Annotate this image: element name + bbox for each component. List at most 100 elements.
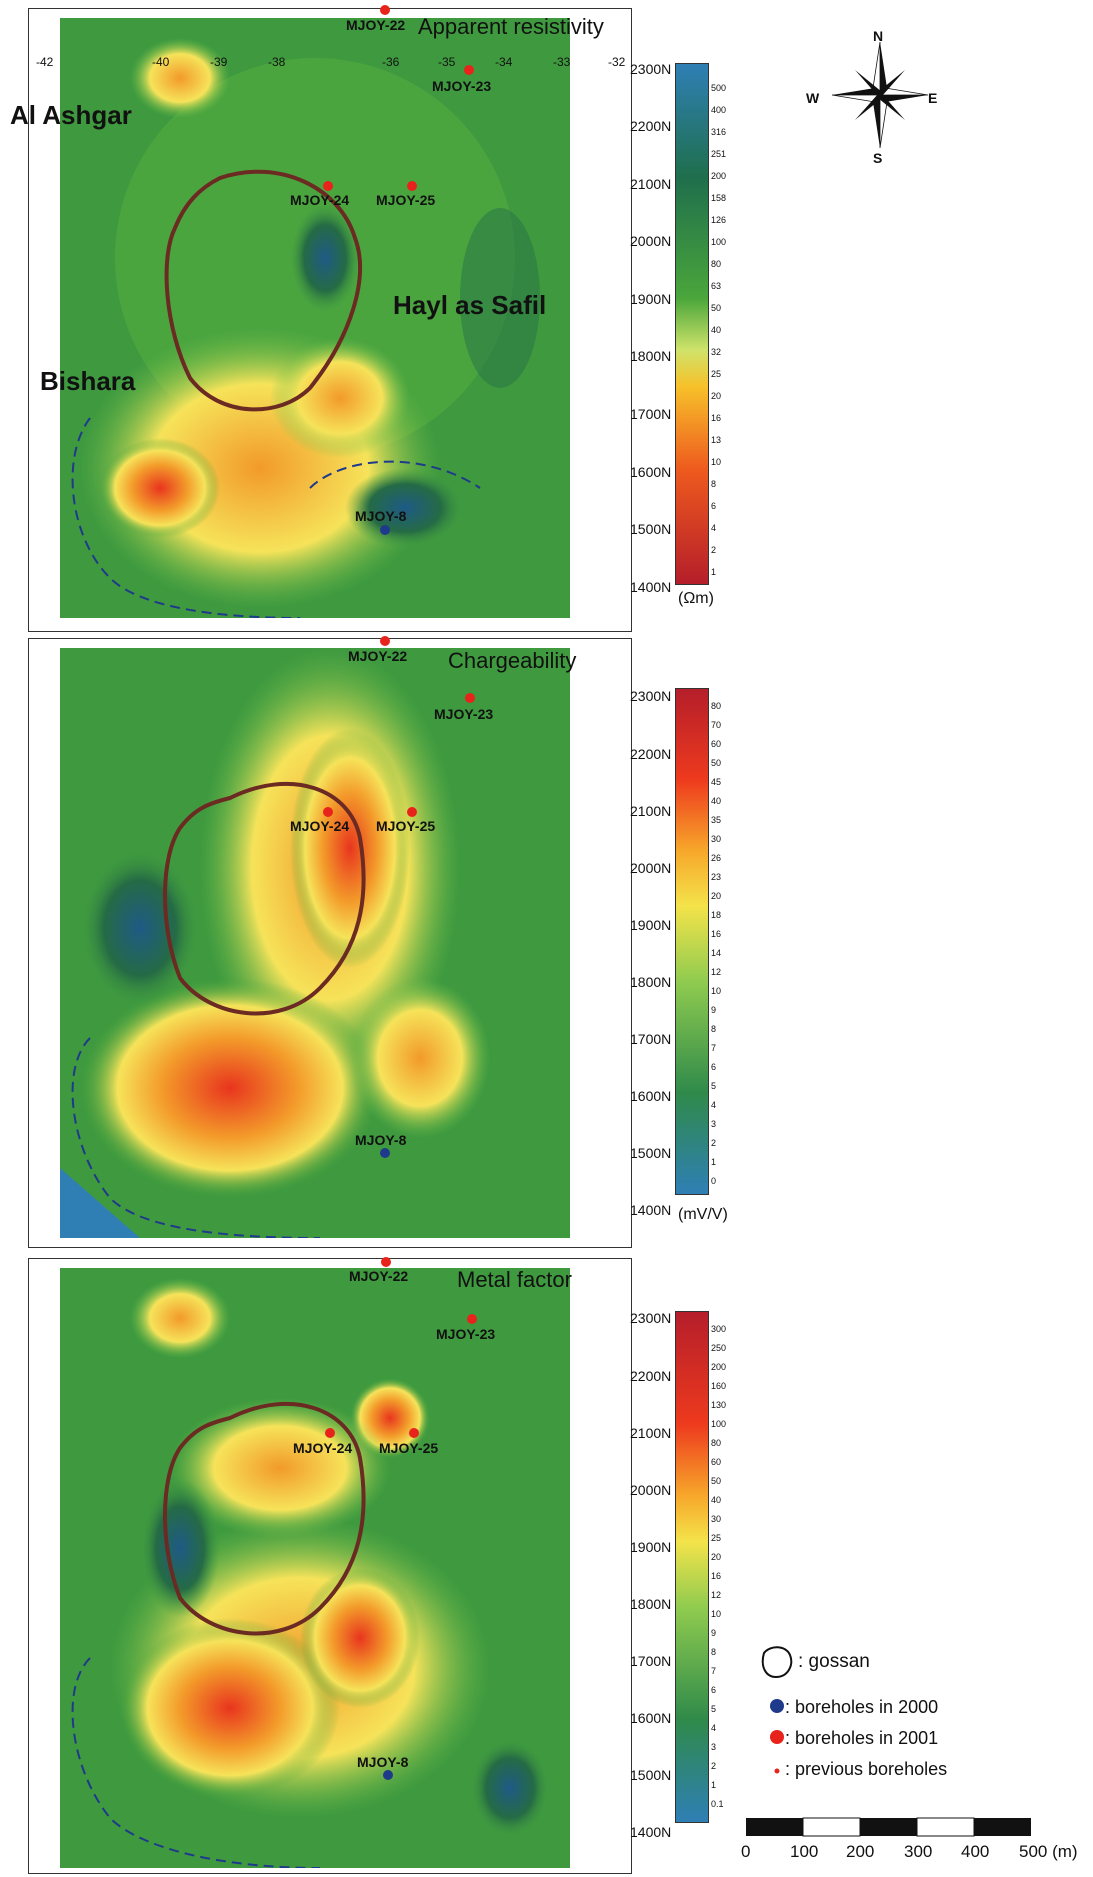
scale-label: 0: [741, 1842, 751, 1861]
colorbar-tick: 3: [711, 1119, 717, 1129]
colorbar-tick: 4: [711, 1723, 717, 1733]
panel-title-metal-factor: Metal factor: [457, 1267, 572, 1292]
borehole-label-mjoy-24: MJOY-24: [290, 818, 350, 834]
colorbar-tick: 25: [711, 369, 722, 379]
colorbar-tick: 4: [711, 1100, 717, 1110]
colorbar-tick: 10: [711, 457, 722, 467]
colorbar-tick: 200: [711, 171, 727, 181]
borehole-2000-icon: [770, 1699, 784, 1713]
colorbar-tick: 500: [711, 83, 727, 93]
borehole-label-mjoy-23: MJOY-23: [434, 706, 494, 722]
northing-label: 1800N: [630, 974, 672, 990]
colorbar-tick: 13: [711, 435, 722, 445]
colorbar-tick: 18: [711, 910, 722, 920]
northing-label: 1900N: [630, 917, 672, 933]
colorbar-tick: 40: [711, 325, 722, 335]
legend-previous-boreholes: : previous boreholes: [785, 1759, 948, 1779]
place-label-hayl-as-safil: Hayl as Safil: [393, 290, 547, 320]
colorbar-tick: 80: [711, 259, 722, 269]
colorbar-tick: 5: [711, 1704, 717, 1714]
northing-label: 2100N: [630, 803, 672, 819]
colorbar-tick: 2: [711, 1761, 717, 1771]
colorbar-tick: 26: [711, 853, 722, 863]
colorbar-tick: 40: [711, 1495, 722, 1505]
borehole-label-mjoy-8: MJOY-8: [355, 508, 407, 524]
colorbar-tick: 400: [711, 105, 727, 115]
compass-rose-icon: [831, 41, 929, 149]
northing-label: 1400N: [630, 1824, 672, 1840]
scale-label: 500 (m): [1019, 1842, 1078, 1861]
colorbar-tick: 14: [711, 948, 722, 958]
line-label: -38: [268, 55, 286, 69]
line-label: -33: [553, 55, 571, 69]
metal-factor-map: [60, 1268, 570, 1868]
borehole-label-mjoy-8: MJOY-8: [355, 1132, 407, 1148]
borehole-label-mjoy-23: MJOY-23: [432, 78, 492, 94]
colorbar-tick: 3: [711, 1742, 717, 1752]
scale-label: 400: [961, 1842, 990, 1861]
compass-w-label: W: [806, 90, 820, 106]
scale-bar: [746, 1817, 1031, 1837]
northing-label: 1600N: [630, 464, 672, 480]
colorbar-tick: 316: [711, 127, 727, 137]
scale-label: 300: [904, 1842, 933, 1861]
northing-label: 2200N: [630, 118, 672, 134]
colorbar-tick: 25: [711, 1533, 722, 1543]
northing-label: 2000N: [630, 233, 672, 249]
northing-label: 1600N: [630, 1710, 672, 1726]
northing-label: 1700N: [630, 1653, 672, 1669]
colorbar-tick: 16: [711, 413, 722, 423]
colorbar-tick: 6: [711, 1685, 717, 1695]
colorbar-tick: 1: [711, 1780, 717, 1790]
gossan-icon: [761, 1646, 793, 1679]
colorbar-tick: 9: [711, 1628, 717, 1638]
colorbar-tick: 16: [711, 1571, 722, 1581]
northing-label: 2100N: [630, 1425, 672, 1441]
borehole-label-mjoy-25: MJOY-25: [376, 818, 436, 834]
units-resistivity: (Ωm): [678, 590, 714, 607]
colorbar-tick: 20: [711, 391, 722, 401]
northing-label: 1900N: [630, 1539, 672, 1555]
colorbar-tick: 158: [711, 193, 727, 203]
borehole-label-mjoy-8: MJOY-8: [357, 1754, 409, 1770]
northing-label: 2000N: [630, 860, 672, 876]
colorbar-tick: 70: [711, 720, 722, 730]
colorbar-tick: 30: [711, 1514, 722, 1524]
scale-label: 200: [846, 1842, 875, 1861]
colorbar-tick: 20: [711, 1552, 722, 1562]
colorbar-tick: 250: [711, 1343, 727, 1353]
colorbar-tick: 20: [711, 891, 722, 901]
northing-label: 2100N: [630, 176, 672, 192]
colorbar-tick: 80: [711, 1438, 722, 1448]
colorbar-tick: 200: [711, 1362, 727, 1372]
northing-label: 1500N: [630, 1767, 672, 1783]
line-label: -40: [152, 55, 170, 69]
northing-label: 2300N: [630, 688, 672, 704]
colorbar-metal-factor: [675, 1311, 709, 1823]
colorbar-tick: 8: [711, 479, 717, 489]
colorbar-tick: 0.1: [711, 1799, 724, 1809]
colorbar-tick: 5: [711, 1081, 717, 1091]
colorbar-tick: 40: [711, 796, 722, 806]
borehole-label-mjoy-24: MJOY-24: [293, 1440, 353, 1456]
colorbar-tick: 9: [711, 1005, 717, 1015]
resistivity-map: [60, 18, 570, 618]
borehole-label-mjoy-25: MJOY-25: [376, 192, 436, 208]
northing-label: 2200N: [630, 746, 672, 762]
borehole-label-mjoy-23: MJOY-23: [436, 1326, 496, 1342]
scale-label: 100: [790, 1842, 819, 1861]
line-label: -39: [210, 55, 228, 69]
colorbar-tick: 8: [711, 1024, 717, 1034]
colorbar-tick: 0: [711, 1176, 717, 1186]
borehole-label-mjoy-25: MJOY-25: [379, 1440, 439, 1456]
colorbar-tick: 80: [711, 701, 722, 711]
colorbar-tick: 100: [711, 1419, 727, 1429]
line-label: -35: [438, 55, 456, 69]
colorbar-tick: 16: [711, 929, 722, 939]
borehole-2001-icon: [770, 1730, 784, 1744]
colorbar-tick: 12: [711, 967, 722, 977]
colorbar-tick: 10: [711, 1609, 722, 1619]
northing-label: 2000N: [630, 1482, 672, 1498]
colorbar-tick: 6: [711, 1062, 717, 1072]
borehole-label-mjoy-22: MJOY-22: [348, 648, 408, 664]
